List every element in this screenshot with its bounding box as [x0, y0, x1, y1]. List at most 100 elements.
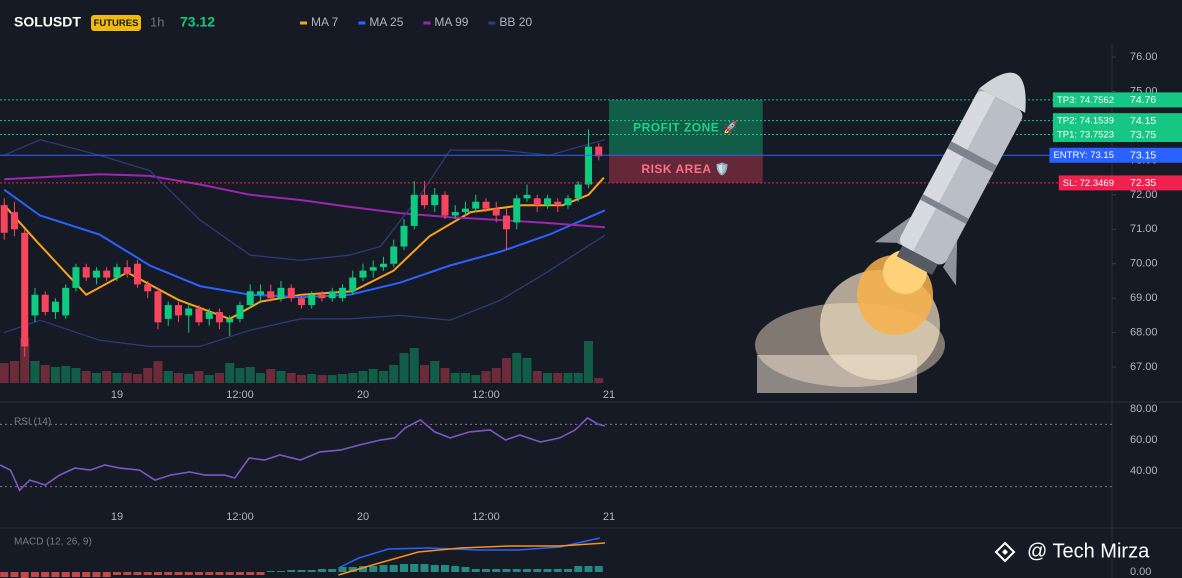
- macd-bar: [574, 566, 583, 572]
- candle-body: [482, 201, 490, 209]
- volume-bar: [337, 374, 347, 383]
- macd-bar: [512, 569, 521, 572]
- volume-bar: [348, 373, 358, 383]
- zone-label: PROFIT ZONE 🚀: [633, 121, 738, 135]
- candle-body: [584, 146, 592, 185]
- macd-bar: [92, 572, 101, 577]
- x-tick-label: 19: [111, 511, 123, 523]
- level-axis-bg: [1118, 126, 1182, 142]
- zone: [608, 155, 763, 183]
- candle-body: [420, 194, 428, 206]
- level-axis-label: 73.75: [1130, 129, 1156, 141]
- rsi-panel: 80.00 60.00 40.00: [0, 403, 1158, 492]
- volume-bar: [286, 373, 296, 383]
- macd-bar: [235, 572, 244, 575]
- volume-bar: [368, 369, 378, 383]
- macd-bar: [410, 564, 419, 572]
- candle-body: [359, 270, 367, 278]
- level-axis-bg: [1118, 147, 1182, 163]
- candle-body: [451, 212, 459, 216]
- macd-bar: [307, 570, 316, 572]
- volume-bar: [153, 361, 163, 383]
- legend-label: MA 7: [311, 15, 339, 29]
- macd-bar: [30, 572, 39, 577]
- volume-bar: [542, 373, 552, 383]
- candle-body: [400, 225, 408, 247]
- macd-bar: [41, 572, 50, 577]
- rocket-highlight: [897, 88, 996, 252]
- macd-bar: [358, 566, 367, 572]
- candle-body: [523, 194, 531, 199]
- y-tick-label: 67.00: [1130, 361, 1158, 373]
- macd-bar: [430, 565, 439, 572]
- rocket-engine: [896, 245, 938, 276]
- macd-bar: [594, 566, 603, 572]
- indicator-line: [3, 139, 606, 261]
- level-label: SL: 72.3469: [1063, 178, 1114, 189]
- macd-bar: [471, 569, 480, 572]
- candle-body: [0, 205, 8, 233]
- candle-body: [461, 208, 469, 213]
- rsi-title: RSI (14): [14, 417, 51, 428]
- macd-title: MACD (12, 26, 9): [14, 537, 92, 548]
- candle-body: [154, 291, 162, 323]
- y-tick-label: 76.00: [1130, 51, 1158, 63]
- volume-bar: [194, 371, 204, 383]
- volume-bar: [214, 373, 224, 383]
- candle-body: [533, 198, 541, 206]
- macd-tick-label: 0.00: [1130, 566, 1151, 578]
- macd-bar: [533, 569, 542, 572]
- rocket-fin: [874, 216, 912, 243]
- macd-bar: [420, 564, 429, 572]
- indicator-line: [3, 176, 605, 320]
- volume-bar: [491, 368, 501, 383]
- candle-body: [513, 198, 521, 223]
- badge-bg: [91, 15, 141, 31]
- candle-body: [595, 146, 603, 157]
- volume-bar: [501, 358, 511, 383]
- volume-bar: [255, 373, 265, 383]
- macd-bar: [553, 569, 562, 572]
- level-label-bg: [1058, 175, 1118, 191]
- candle-body: [205, 311, 213, 319]
- macd-bar: [51, 572, 60, 577]
- candle-body: [338, 287, 346, 299]
- volume-bar: [419, 365, 429, 383]
- volume-bar: [163, 371, 173, 383]
- candle-body: [267, 291, 275, 299]
- candle-body: [62, 287, 70, 316]
- macd-bar: [112, 572, 121, 575]
- macd-bar: [246, 572, 255, 575]
- macd-bar: [461, 567, 470, 572]
- x-tick-label: 21: [603, 511, 615, 523]
- last-price: 73.12: [180, 14, 215, 30]
- candle-body: [277, 287, 285, 299]
- macd-bar: [522, 569, 531, 572]
- candle-body: [318, 294, 326, 299]
- macd-bar: [379, 565, 388, 572]
- macd-bar: [164, 572, 173, 575]
- rocket-ring: [920, 194, 969, 224]
- macd-bar: [194, 572, 203, 575]
- x-tick-label: 20: [357, 389, 369, 401]
- macd-bar: [0, 572, 9, 577]
- macd-bar: [266, 571, 275, 572]
- x-tick-label: 21: [603, 389, 615, 401]
- indicator-line: [3, 188, 606, 299]
- macd-bar: [276, 571, 285, 572]
- candle-body: [92, 270, 100, 278]
- candle-body: [574, 184, 582, 199]
- volume-bar: [327, 375, 337, 383]
- macd-bar: [102, 572, 111, 577]
- macd-bar: [133, 572, 142, 575]
- volume-bar: [460, 373, 470, 383]
- macd-bar: [543, 569, 552, 572]
- price-axis: 67.0068.0069.0070.0071.0072.0073.0074.00…: [111, 51, 1182, 523]
- level-label: TP1: 73.7523: [1057, 130, 1114, 141]
- legend-label: BB 20: [499, 15, 532, 29]
- volume-bar: [307, 374, 317, 383]
- rocket: [874, 72, 1026, 286]
- macd-bar: [225, 572, 234, 575]
- macd-bar: [71, 572, 80, 577]
